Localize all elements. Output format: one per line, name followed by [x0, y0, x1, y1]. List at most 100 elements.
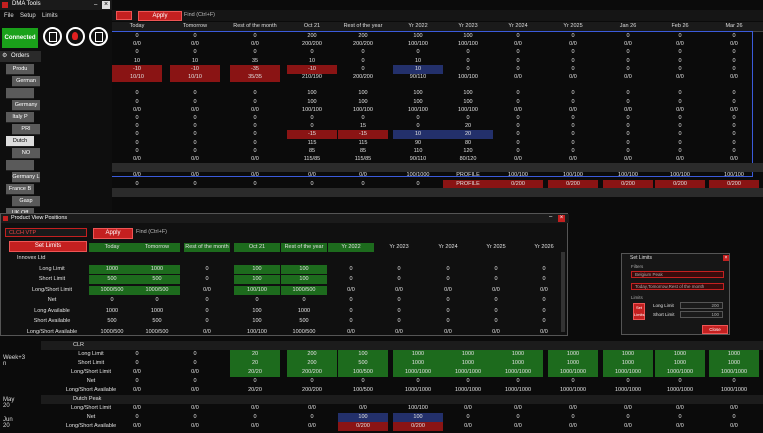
- find-input[interactable]: Find (Ctrl+F): [184, 12, 216, 18]
- pvp-apply-button[interactable]: Apply: [93, 228, 133, 239]
- product-chip[interactable]: Dutch: [6, 136, 34, 147]
- flame-icon[interactable]: [66, 27, 85, 46]
- table-cell: 100/100: [670, 172, 690, 179]
- column-header: Yr 2024: [508, 23, 528, 29]
- pvp-cell: 0: [446, 307, 450, 314]
- product-chip[interactable]: Italy P: [6, 112, 34, 123]
- pvp-cell: [184, 254, 230, 263]
- bottom-row-label: Net: [86, 378, 96, 384]
- document-icon[interactable]: [43, 27, 62, 46]
- table-cell: -15: [287, 130, 337, 140]
- table-cell: -10: [112, 64, 162, 74]
- product-chip[interactable]: NO: [12, 148, 40, 159]
- apply-button[interactable]: Apply: [138, 11, 182, 21]
- close-button[interactable]: Close: [702, 325, 728, 334]
- gear-icon: ⚙: [2, 53, 8, 59]
- bottom-row: Long/Short Limit 0/0 0/0 0/0 0/0 0/0 100/100 0/…: [41, 404, 763, 413]
- bottom-row-label: Long/Short Limit: [70, 405, 112, 411]
- bottom-cell: 0/0: [191, 387, 199, 393]
- orders-tab[interactable]: ⚙ Orders: [0, 51, 41, 62]
- pvp-cell: 0: [397, 265, 401, 272]
- pvp-titlebar[interactable]: Product View Positions – ×: [1, 214, 569, 223]
- bottom-cell: 200/200: [287, 368, 337, 377]
- bottom-cell: 0: [571, 414, 575, 420]
- pvp-cell: [89, 254, 135, 263]
- column-header: Rest of the month: [233, 23, 277, 29]
- product-chip[interactable]: German: [12, 76, 40, 87]
- table-cell: 0: [678, 65, 682, 72]
- bottom-cell: 1000/1000: [405, 387, 431, 393]
- bottom-cell: 0/0: [308, 423, 316, 429]
- set-limits-button[interactable]: Set Limits: [9, 241, 87, 252]
- pvp-dropdown[interactable]: CLCH VTP: [5, 228, 87, 237]
- table-cell: 35: [251, 57, 259, 64]
- pvp-minimize-icon[interactable]: –: [549, 214, 553, 220]
- pvp-close-icon[interactable]: ×: [558, 215, 565, 222]
- bottom-cell: 0: [678, 414, 682, 420]
- orders-label: Orders: [11, 53, 30, 59]
- pvp-find-input[interactable]: Find (Ctrl+F): [136, 229, 168, 235]
- table-cell: 0: [310, 115, 314, 121]
- bottom-cell: 1000: [709, 350, 759, 359]
- filter-product-select[interactable]: Belgium Peak: [631, 271, 724, 278]
- table-cell: 0: [678, 98, 682, 105]
- pvp-cell: 0: [446, 297, 450, 303]
- filter-period-select[interactable]: Today,Tomorrow,Rest of the month: [631, 283, 724, 290]
- table-cell: 0: [516, 65, 520, 72]
- bottom-cell: 0: [193, 378, 197, 384]
- table-row: 0 0 0 0 0 0 PROFILE 0/200 0/200 0/200 0/200 0/200: [41, 179, 763, 189]
- notes-icon[interactable]: [89, 27, 108, 46]
- close-icon[interactable]: ×: [102, 1, 110, 9]
- product-chip[interactable]: France B: [6, 184, 34, 195]
- pvp-cell: 500: [134, 275, 180, 284]
- pvp-row: Net 0 0 0 0 0 0 0 0 0 0: [1, 296, 566, 305]
- table-cell: -35: [230, 64, 280, 74]
- main-dropdown[interactable]: [116, 11, 132, 20]
- table-cell: 0/200: [709, 179, 759, 189]
- product-view-window[interactable]: Product View Positions – × CLCH VTP Appl…: [0, 213, 569, 336]
- short-limit-label: Short Limit: [653, 312, 675, 317]
- bottom-side-label: Week+3 n: [3, 355, 26, 367]
- pvp-scrollbar[interactable]: [561, 252, 565, 332]
- table-cell: 0: [193, 180, 197, 187]
- product-chip[interactable]: Germany: [12, 100, 40, 111]
- connected-status[interactable]: Connected: [2, 28, 38, 48]
- table-cell: 10/10: [170, 73, 220, 82]
- bottom-cell: 100/100: [408, 405, 428, 411]
- product-chip[interactable]: Produ: [6, 64, 34, 75]
- dialog-close-icon[interactable]: ×: [723, 255, 729, 261]
- bottom-side-label: Jun 20: [3, 417, 13, 429]
- bottom-cell: [170, 341, 220, 350]
- bottom-cell: [603, 395, 653, 404]
- product-chip[interactable]: PRI: [12, 124, 40, 135]
- pvp-cell: 100/100: [234, 285, 280, 295]
- menu-setup[interactable]: Setup: [20, 13, 36, 19]
- table-cell: 0: [626, 115, 630, 121]
- bottom-cell: 0/0: [359, 405, 367, 411]
- minimize-icon[interactable]: –: [94, 2, 98, 8]
- table-cell: [443, 188, 493, 197]
- product-chip[interactable]: Germany L: [12, 172, 40, 183]
- pvp-cell: 0: [446, 265, 450, 272]
- set-button[interactable]: Set Limits: [633, 303, 645, 320]
- long-limit-input[interactable]: 200: [680, 302, 723, 309]
- table-cell: 0/0: [624, 74, 632, 80]
- table-cell: 0: [361, 57, 365, 64]
- product-chip[interactable]: [6, 160, 34, 171]
- pvp-cell: 500: [89, 275, 135, 284]
- bottom-row: Long Limit 0 0 20 200 100 1000 1000 1000 1000 1000…: [41, 350, 763, 359]
- menu-limits[interactable]: Limits: [42, 13, 58, 19]
- dma-titlebar[interactable]: DMA Tools – ×: [0, 0, 112, 10]
- bottom-cell: [112, 341, 162, 350]
- table-cell: 0/0: [676, 156, 684, 162]
- bottom-cell: 200: [287, 359, 337, 368]
- table-cell: 0/0: [676, 41, 684, 48]
- product-chip[interactable]: [6, 88, 34, 99]
- table-cell: [112, 188, 162, 197]
- menu-file[interactable]: File: [4, 13, 14, 19]
- short-limit-input[interactable]: 100: [680, 311, 723, 318]
- product-chip[interactable]: Gasp: [12, 196, 40, 207]
- table-cell: 0: [626, 98, 630, 105]
- dma-tools-window[interactable]: DMA Tools – × File Setup Limits Connecte…: [0, 0, 112, 219]
- set-limits-dialog[interactable]: Set Limits × Filters Belgium Peak Today,…: [621, 253, 730, 335]
